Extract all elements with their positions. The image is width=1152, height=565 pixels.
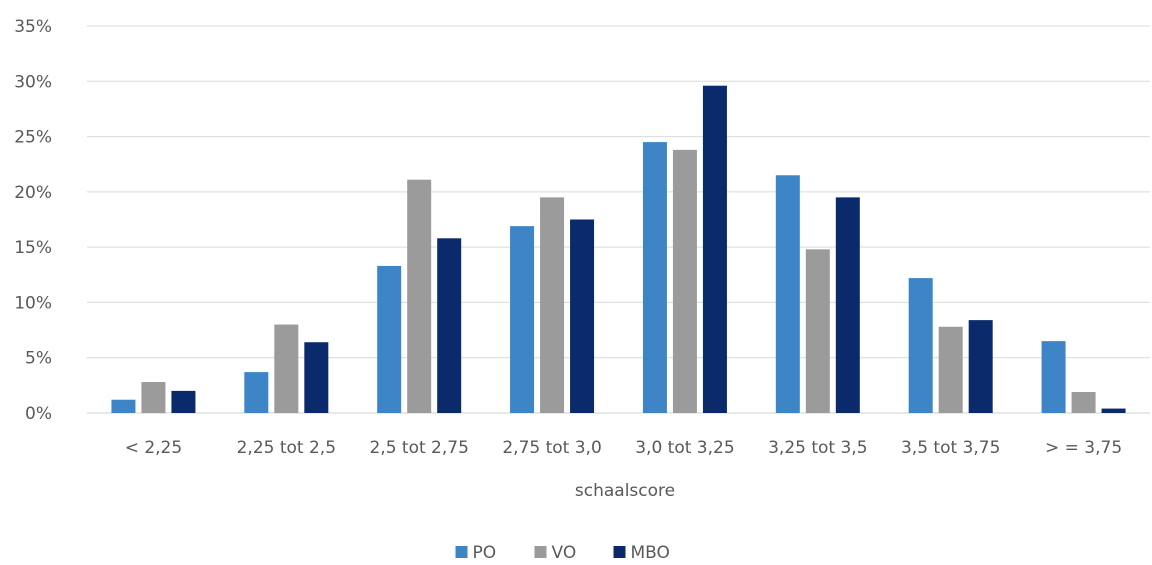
x-tick-label: 2,75 tot 3,0 [502, 438, 601, 458]
bar-mbo-1 [304, 342, 329, 413]
bar-po-6 [908, 278, 933, 413]
x-axis-ticks: < 2,25 2,25 tot 2,5 2,5 tot 2,75 2,75 tot 3… [125, 438, 1122, 458]
legend-swatch-po [455, 546, 468, 558]
legend-swatch-mbo [613, 546, 626, 558]
x-tick-label: 3,0 tot 3,25 [635, 438, 734, 458]
bar-po-4 [642, 142, 667, 413]
bar-mbo-6 [968, 320, 993, 413]
bar-po-5 [775, 175, 800, 413]
bar-mbo-7 [1101, 408, 1126, 413]
gridlines [87, 25, 1150, 414]
bar-mbo-4 [702, 85, 727, 414]
legend-label-vo: VO [552, 543, 577, 563]
x-tick-label: < 2,25 [125, 438, 183, 458]
x-tick-label: 3,5 tot 3,75 [901, 438, 1000, 458]
bar-vo-7 [1071, 391, 1096, 413]
y-tick-label: 5% [25, 349, 52, 369]
x-tick-label: 3,25 tot 3,5 [768, 438, 867, 458]
bar-po-7 [1041, 341, 1066, 413]
bar-mbo-2 [437, 238, 462, 413]
y-tick-label: 30% [14, 72, 52, 92]
y-tick-label: 15% [14, 238, 52, 258]
bar-po-2 [377, 265, 402, 413]
x-tick-label: 2,25 tot 2,5 [237, 438, 336, 458]
bar-vo-0 [141, 382, 166, 413]
bars [111, 85, 1126, 414]
bar-mbo-5 [835, 197, 860, 413]
y-tick-label: 25% [14, 128, 52, 148]
bar-po-0 [111, 399, 136, 413]
bar-vo-6 [938, 326, 963, 413]
bar-vo-3 [540, 197, 565, 413]
bar-vo-2 [407, 179, 432, 413]
y-tick-label: 20% [14, 183, 52, 203]
legend: PO VO MBO [455, 543, 670, 563]
bar-mbo-3 [570, 219, 595, 413]
legend-label-mbo: MBO [631, 543, 670, 563]
x-axis-title: schaalscore [575, 481, 675, 501]
bar-vo-4 [672, 149, 697, 413]
x-tick-label: > = 3,75 [1045, 438, 1122, 458]
y-axis-ticks: 0% 5% 10% 15% 20% 25% 30% 35% [14, 17, 52, 424]
bar-po-1 [244, 372, 269, 413]
y-tick-label: 0% [25, 404, 52, 424]
bar-vo-1 [274, 324, 299, 413]
legend-label-po: PO [473, 543, 497, 563]
bar-vo-5 [805, 249, 830, 413]
bar-mbo-0 [171, 390, 196, 413]
legend-swatch-vo [534, 546, 547, 558]
y-tick-label: 35% [14, 17, 52, 37]
y-tick-label: 10% [14, 293, 52, 313]
x-tick-label: 2,5 tot 2,75 [369, 438, 468, 458]
bar-po-3 [510, 226, 535, 413]
